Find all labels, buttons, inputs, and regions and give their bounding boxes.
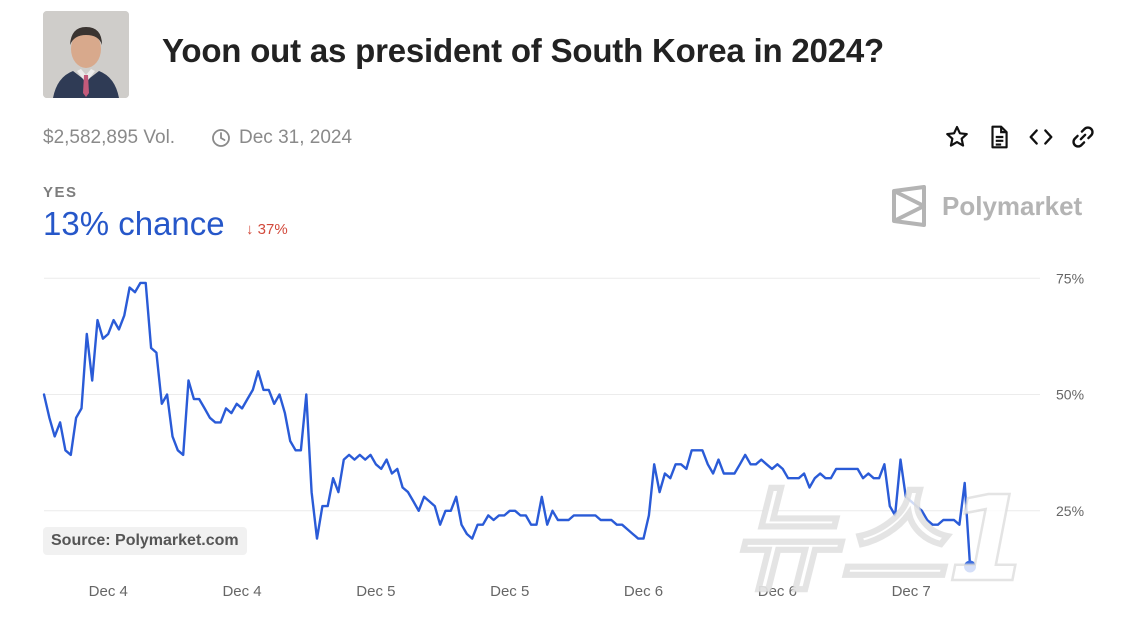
last-point-marker	[964, 560, 977, 573]
outcome-label: YES	[43, 184, 78, 201]
x-tick-label: Dec 4	[89, 583, 128, 600]
chance-change-value: 37%	[257, 221, 288, 238]
x-tick-label: Dec 5	[490, 583, 529, 600]
document-icon	[991, 125, 1008, 149]
end-date: Dec 31, 2024	[211, 127, 352, 149]
favorite-button[interactable]	[944, 124, 970, 150]
end-date-text: Dec 31, 2024	[239, 127, 353, 148]
arrow-down-icon: ↓	[246, 221, 254, 238]
chance-value: 13% chance	[43, 205, 225, 242]
chart-grid	[44, 277, 1040, 512]
x-tick-label: Dec 4	[222, 583, 261, 600]
y-tick-label: 25%	[1056, 503, 1084, 519]
x-tick-label: Dec 5	[356, 583, 395, 600]
polymarket-logo: Polymarket	[890, 185, 1082, 227]
y-tick-label: 75%	[1056, 270, 1084, 286]
toolbar	[944, 124, 1096, 150]
embed-code-icon	[1029, 129, 1053, 145]
volume-text: $2,582,895 Vol.	[43, 127, 176, 148]
watermark-text: 뉴스1	[730, 470, 1029, 605]
x-tick-label: Dec 6	[624, 583, 663, 600]
clock-icon	[212, 129, 230, 147]
chance-change: ↓ 37%	[246, 221, 288, 238]
link-icon	[1072, 126, 1094, 148]
series-line-yes	[42, 281, 972, 568]
polymarket-logo-icon	[892, 185, 926, 227]
copy-link-button[interactable]	[1070, 124, 1096, 150]
x-tick-label: Dec 7	[892, 583, 931, 600]
market-avatar	[43, 11, 129, 98]
source-label: Source: Polymarket.com	[43, 527, 247, 555]
portrait-icon	[43, 11, 129, 98]
brand-name: Polymarket	[942, 190, 1083, 221]
y-tick-label: 50%	[1056, 387, 1084, 403]
x-axis-ticks: Dec 4 Dec 4 Dec 5 Dec 5 Dec 6 Dec 6 Dec 7	[89, 583, 931, 600]
rules-button[interactable]	[986, 124, 1012, 150]
y-axis-ticks: 75% 50% 25%	[1056, 270, 1084, 519]
news1-watermark: 뉴스1	[730, 469, 1030, 605]
star-icon	[946, 125, 968, 147]
embed-button[interactable]	[1028, 124, 1054, 150]
market-title: Yoon out as president of South Korea in …	[162, 32, 884, 69]
x-tick-label: Dec 6	[758, 583, 797, 600]
